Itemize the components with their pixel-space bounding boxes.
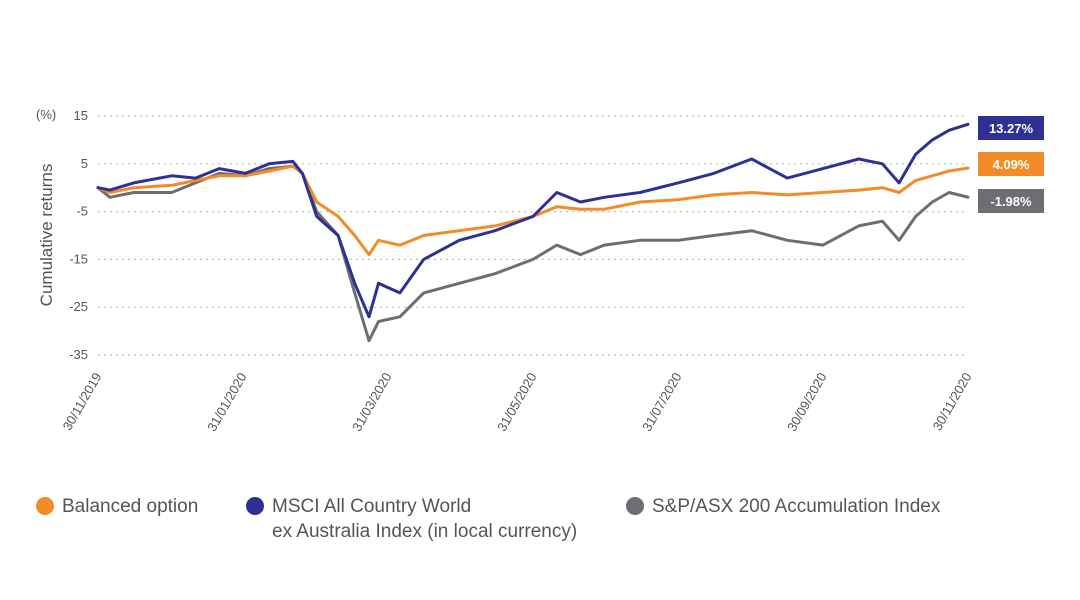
legend-label-line: ex Australia Index (in local currency) <box>272 521 578 542</box>
x-tick-label: 31/01/2020 <box>204 370 250 434</box>
y-tick-label: -25 <box>69 299 88 314</box>
y-tick-label: -35 <box>69 347 88 362</box>
series-line <box>96 164 970 257</box>
legend-item-asx200: S&P/ASX 200 Accumulation Index <box>626 494 940 519</box>
legend-label: Balanced option <box>62 496 199 517</box>
grid-lines <box>98 115 968 356</box>
y-tick-label: -5 <box>76 204 88 219</box>
legend-label: MSCI All Country World ex Australia Inde… <box>272 494 577 544</box>
x-tick-label: 31/05/2020 <box>494 370 540 434</box>
x-tick-label: 31/03/2020 <box>349 370 395 434</box>
legend-item-msci: MSCI All Country World ex Australia Inde… <box>246 494 577 544</box>
end-label-text: 4.09% <box>993 157 1030 172</box>
end-label-text: 13.27% <box>989 121 1034 136</box>
legend-label: S&P/ASX 200 Accumulation Index <box>652 496 941 517</box>
legend-label-line: MSCI All Country World <box>272 496 472 517</box>
x-tick-label: 30/11/2020 <box>930 370 975 433</box>
series-lines <box>96 122 970 343</box>
end-value-labels: 13.27% 4.09% -1.98% <box>978 116 1044 213</box>
line-chart: (%) 15 5 -5 -15 -25 -35 Cumulative returns 30… <box>36 107 1044 434</box>
end-label-box <box>978 152 1044 176</box>
legend-item-balanced-option: Balanced option <box>36 494 198 519</box>
legend-swatch <box>246 497 264 515</box>
legend-swatch <box>626 497 644 515</box>
series-line <box>96 122 970 319</box>
x-tick-label: 30/11/2019 <box>60 370 105 433</box>
y-tick-label: -15 <box>69 251 88 266</box>
end-label-box <box>978 116 1044 140</box>
y-unit-label: (%) <box>36 107 56 122</box>
y-tick-label: 15 <box>74 108 88 123</box>
y-axis-title: Cumulative returns <box>37 164 56 307</box>
x-tick-label: 31/07/2020 <box>639 370 685 434</box>
y-tick-label: 5 <box>81 156 88 171</box>
y-axis-ticks: 15 5 -5 -15 -25 -35 <box>69 108 88 362</box>
end-label-box <box>978 189 1044 213</box>
legend-swatch <box>36 497 54 515</box>
x-axis-ticks: 30/11/2019 31/01/2020 31/03/2020 31/05/2020… <box>60 370 975 434</box>
end-label-text: -1.98% <box>990 194 1032 209</box>
x-tick-label: 30/09/2020 <box>784 370 830 434</box>
legend: Balanced option MSCI All Country World e… <box>0 494 1080 554</box>
